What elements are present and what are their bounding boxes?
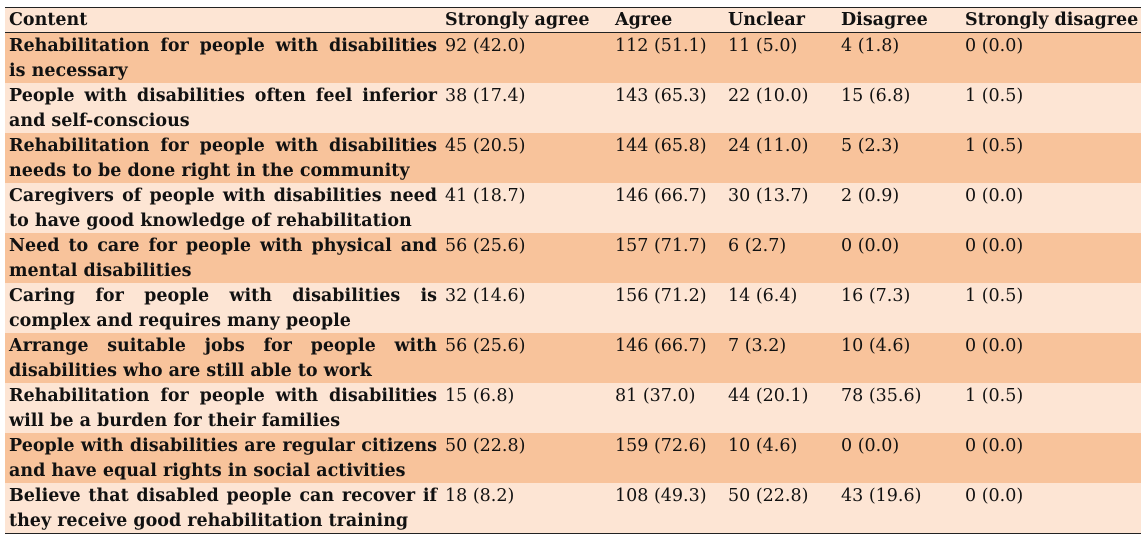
header-strongly-agree: Strongly agree — [445, 10, 590, 30]
strongly-agree-cell: 50 (22.8) — [445, 436, 526, 456]
disagree-cell: 43 (19.6) — [841, 486, 922, 506]
agree-cell: 144 (65.8) — [615, 136, 707, 156]
unclear-cell: 11 (5.0) — [728, 36, 798, 56]
disagree-cell: 0 (0.0) — [841, 236, 900, 256]
content-cell: Believe that disabled people can recover… — [9, 486, 437, 531]
strongly-agree-cell: 56 (25.6) — [445, 336, 526, 356]
strongly-agree-cell: 15 (6.8) — [445, 386, 515, 406]
unclear-cell: 6 (2.7) — [728, 236, 787, 256]
content-cell: Rehabilitation for people with disabilit… — [9, 36, 437, 81]
strongly-agree-cell: 56 (25.6) — [445, 236, 526, 256]
strongly-agree-cell: 45 (20.5) — [445, 136, 526, 156]
unclear-cell: 7 (3.2) — [728, 336, 787, 356]
content-cell: Rehabilitation for people with disabilit… — [9, 136, 437, 181]
disagree-cell: 10 (4.6) — [841, 336, 911, 356]
disagree-cell: 0 (0.0) — [841, 436, 900, 456]
strongly-agree-cell: 41 (18.7) — [445, 186, 526, 206]
content-cell: Arrange suitable jobs for people with di… — [9, 336, 437, 381]
header-unclear: Unclear — [728, 10, 805, 30]
agree-cell: 81 (37.0) — [615, 386, 696, 406]
agree-cell: 157 (71.7) — [615, 236, 707, 256]
survey-table-container: Content Strongly agree Agree Unclear Disagre… — [5, 7, 1141, 534]
strongly-disagree-cell: 1 (0.5) — [965, 386, 1024, 406]
table-row: Rehabilitation for people with disabilit… — [5, 133, 1141, 183]
table-row: Arrange suitable jobs for people with di… — [5, 333, 1141, 383]
header-disagree: Disagree — [841, 10, 928, 30]
agree-cell: 108 (49.3) — [615, 486, 707, 506]
unclear-cell: 22 (10.0) — [728, 86, 809, 106]
agree-cell: 156 (71.2) — [615, 286, 707, 306]
strongly-disagree-cell: 1 (0.5) — [965, 136, 1024, 156]
header-strongly-disagree: Strongly disagree — [965, 10, 1139, 30]
agree-cell: 146 (66.7) — [615, 336, 707, 356]
strongly-disagree-cell: 0 (0.0) — [965, 236, 1024, 256]
header-content: Content — [9, 10, 88, 30]
unclear-cell: 30 (13.7) — [728, 186, 809, 206]
strongly-disagree-cell: 0 (0.0) — [965, 36, 1024, 56]
strongly-disagree-cell: 0 (0.0) — [965, 336, 1024, 356]
disagree-cell: 15 (6.8) — [841, 86, 911, 106]
table-body: Rehabilitation for people with disabilit… — [5, 32, 1141, 534]
table-header: Content Strongly agree Agree Unclear Disagre… — [5, 7, 1141, 33]
content-cell: Caregivers of people with disabilities n… — [9, 186, 437, 231]
survey-table: Content Strongly agree Agree Unclear Disagre… — [5, 7, 1141, 534]
agree-cell: 159 (72.6) — [615, 436, 707, 456]
strongly-disagree-cell: 0 (0.0) — [965, 436, 1024, 456]
disagree-cell: 2 (0.9) — [841, 186, 900, 206]
disagree-cell: 5 (2.3) — [841, 136, 900, 156]
strongly-agree-cell: 92 (42.0) — [445, 36, 526, 56]
content-cell: Caring for people with disabilities is c… — [9, 286, 437, 331]
table-row: Caregivers of people with disabilities n… — [5, 183, 1141, 233]
agree-cell: 146 (66.7) — [615, 186, 707, 206]
strongly-disagree-cell: 1 (0.5) — [965, 86, 1024, 106]
table-row: Rehabilitation for people with disabilit… — [5, 32, 1141, 83]
unclear-cell: 44 (20.1) — [728, 386, 809, 406]
strongly-disagree-cell: 0 (0.0) — [965, 186, 1024, 206]
strongly-agree-cell: 32 (14.6) — [445, 286, 526, 306]
table-row: People with disabilities often feel infe… — [5, 83, 1141, 133]
table-row: Need to care for people with physical an… — [5, 233, 1141, 283]
agree-cell: 112 (51.1) — [615, 36, 707, 56]
strongly-agree-cell: 38 (17.4) — [445, 86, 526, 106]
header-row: Content Strongly agree Agree Unclear Disagre… — [5, 7, 1141, 33]
table-row: Believe that disabled people can recover… — [5, 483, 1141, 534]
table-row: Caring for people with disabilities is c… — [5, 283, 1141, 333]
header-agree: Agree — [615, 10, 673, 30]
strongly-disagree-cell: 1 (0.5) — [965, 286, 1024, 306]
table-row: Rehabilitation for people with disabilit… — [5, 383, 1141, 433]
unclear-cell: 10 (4.6) — [728, 436, 798, 456]
content-cell: Need to care for people with physical an… — [9, 236, 437, 281]
content-cell: People with disabilities are regular cit… — [9, 436, 437, 481]
disagree-cell: 78 (35.6) — [841, 386, 922, 406]
unclear-cell: 50 (22.8) — [728, 486, 809, 506]
strongly-disagree-cell: 0 (0.0) — [965, 486, 1024, 506]
table-row: People with disabilities are regular cit… — [5, 433, 1141, 483]
unclear-cell: 14 (6.4) — [728, 286, 798, 306]
strongly-agree-cell: 18 (8.2) — [445, 486, 515, 506]
disagree-cell: 16 (7.3) — [841, 286, 911, 306]
unclear-cell: 24 (11.0) — [728, 136, 809, 156]
disagree-cell: 4 (1.8) — [841, 36, 900, 56]
content-cell: Rehabilitation for people with disabilit… — [9, 386, 437, 431]
content-cell: People with disabilities often feel infe… — [9, 86, 437, 131]
agree-cell: 143 (65.3) — [615, 86, 707, 106]
